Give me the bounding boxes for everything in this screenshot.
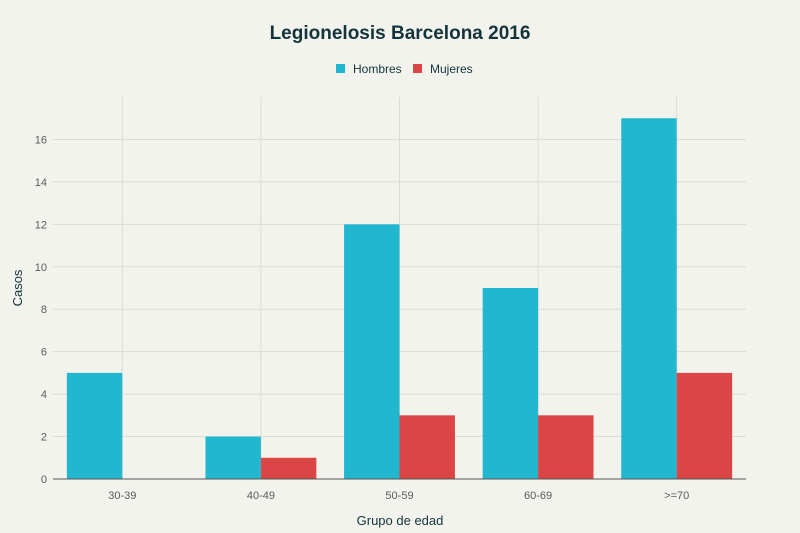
- y-tick-label: 12: [35, 219, 47, 231]
- legend-label-hombres: Hombres: [353, 62, 402, 76]
- x-tick-label: 60-69: [524, 490, 552, 502]
- y-tick-label: 16: [35, 134, 47, 146]
- chart-title: Legionelosis Barcelona 2016: [270, 23, 531, 44]
- bar-mujeres-50-59: [399, 415, 455, 479]
- bar-hombres-30-39: [66, 372, 123, 479]
- bar-hombres-60-69: [482, 288, 539, 479]
- legend-label-mujeres: Mujeres: [430, 62, 473, 76]
- x-tick-label: 40-49: [247, 490, 275, 502]
- x-tick-label: 30-39: [108, 490, 136, 502]
- axes: 0 2 4 6 8 10 12 14 16 30-39 40-49 50-59 60-69 >=70: [35, 134, 746, 502]
- y-tick-label: 0: [41, 474, 47, 486]
- x-axis-label: Grupo de edad: [357, 513, 444, 528]
- y-axis-label: Casos: [10, 269, 25, 306]
- bar-hombres-50-59: [344, 224, 400, 479]
- bar-mujeres-60-69: [538, 415, 594, 479]
- legend-swatch-mujeres: [413, 64, 422, 73]
- legend-swatch-hombres: [336, 64, 345, 73]
- legend: Hombres Mujeres: [336, 62, 473, 76]
- y-tick-label: 14: [35, 177, 47, 189]
- y-tick-label: 2: [41, 432, 47, 444]
- x-tick-label: >=70: [664, 490, 689, 502]
- bar-hombres-40-49: [205, 436, 261, 479]
- y-tick-label: 10: [35, 262, 47, 274]
- y-tick-label: 4: [41, 389, 47, 401]
- bar-hombres->=70: [621, 118, 677, 479]
- y-tick-label: 8: [41, 304, 47, 316]
- bars: [66, 118, 733, 479]
- bar-mujeres-40-49: [260, 457, 317, 479]
- x-tick-label: 50-59: [385, 490, 413, 502]
- bar-mujeres->=70: [676, 372, 733, 479]
- y-tick-label: 6: [41, 347, 47, 359]
